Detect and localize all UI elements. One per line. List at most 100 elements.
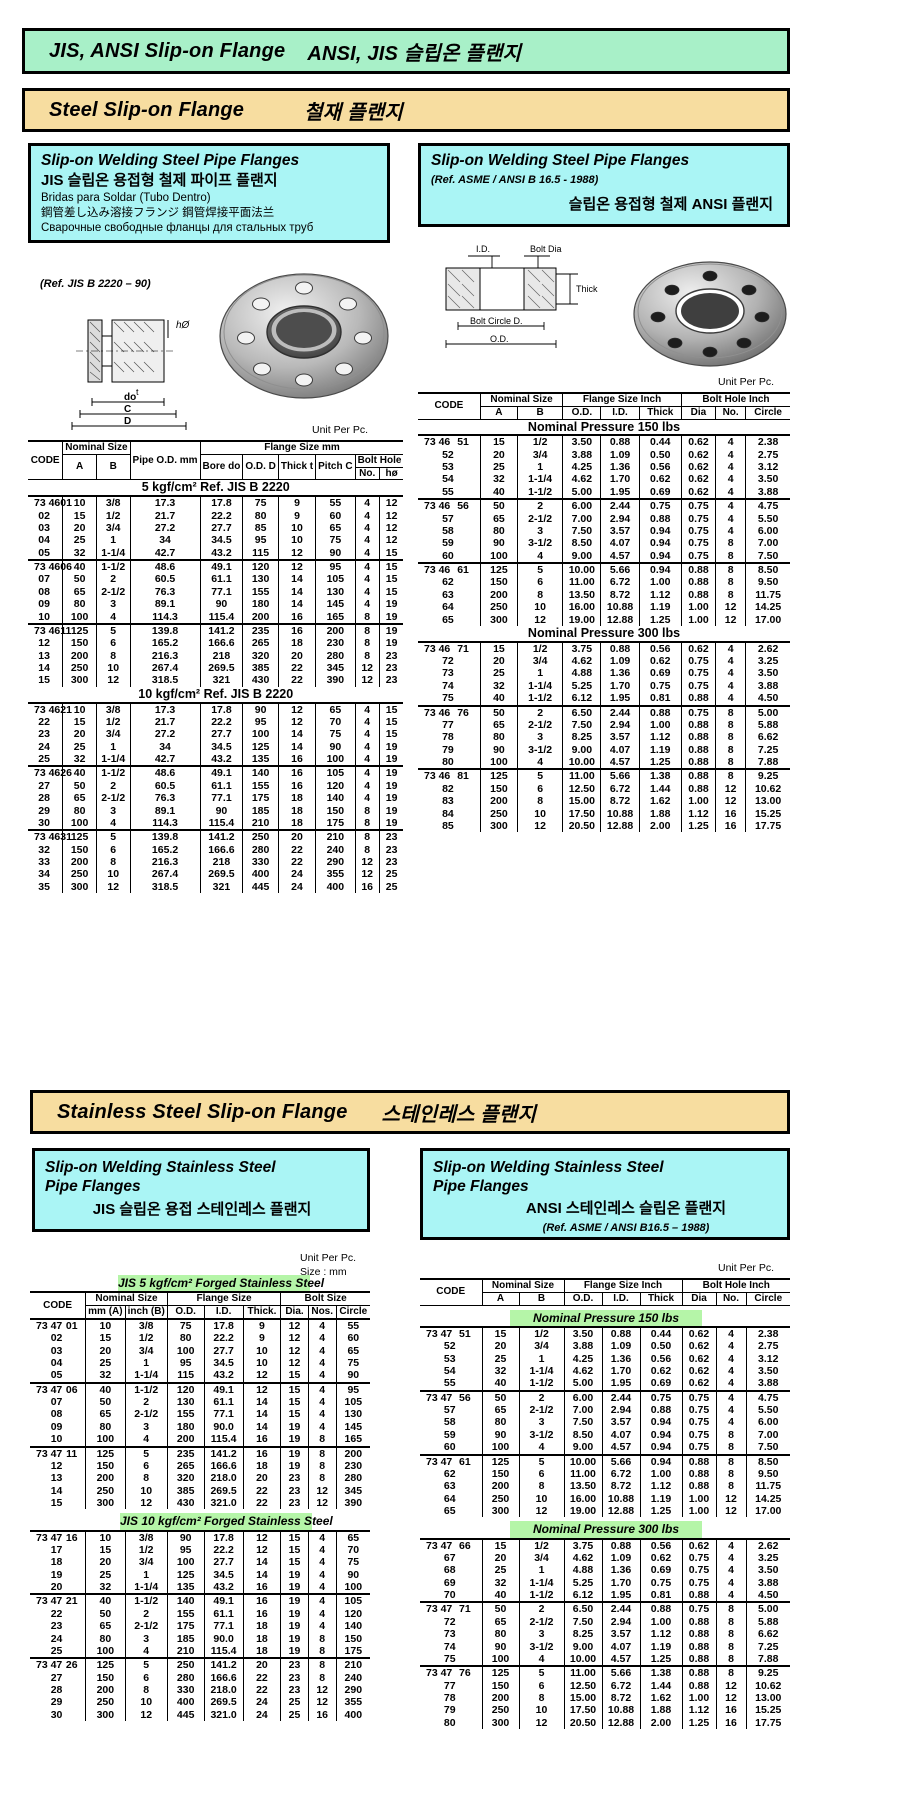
table-cell: 155 [242,585,279,599]
table-cell: 34.5 [203,1568,244,1582]
jis-ss-th-nominal: Nominal Size [85,1291,168,1306]
jis-flange-photo [219,273,389,399]
table-row: 08 65 2-1/2 155 77.1 14 15 4 130 [30,1408,370,1421]
table-cell: 15 [62,715,97,729]
table-cell: 15 [479,434,519,449]
code-cell: 80 [420,1716,483,1730]
table-cell: 3 [95,598,131,611]
table-cell: 7.50 [563,1615,603,1629]
unit-note-jis-steel: Unit Per Pc. [312,424,369,436]
table-cell: 16 [715,1704,747,1717]
code-cell: 52 [420,1340,483,1353]
table-cell: 2.38 [745,1325,790,1341]
code-cell: 04 [30,1356,87,1370]
table-cell: 16.00 [563,1492,603,1505]
table-cell: 1/2 [517,434,564,449]
jis-steel-th-nominal: Nominal Size [62,439,131,455]
section-title: 10 kgf/cm² Ref. JIS B 2220 [138,686,294,701]
code-cell: 58 [420,1416,483,1429]
table-cell: 14 [242,1568,282,1582]
main-banner-en: JIS, ANSI Slip-on Flange [49,39,286,62]
table-cell: 125 [479,562,519,577]
code-cell: 08 [30,1408,87,1421]
table-cell: 2-1/2 [518,1615,565,1629]
steel-banner-ko: 철재 플랜지 [304,101,403,124]
table-cell: 4.62 [562,655,602,668]
table-cell: 2.75 [745,448,790,462]
table-cell: 65 [85,1408,126,1421]
table-cell: 24 [277,868,317,881]
table-cell: 90 [479,743,519,757]
table-cell: 175 [335,1644,370,1659]
table-cell: 9.25 [745,768,790,783]
table-cell: 0.62 [638,655,682,668]
table-cell: 12 [307,1684,337,1697]
table-cell: 12 [354,856,380,869]
table-cell: 19 [280,1593,309,1608]
table-cell: 42.7 [129,753,201,767]
table-cell: 3/8 [95,495,131,510]
section-title-row: Nominal Pressure 150 lbs [420,1305,790,1327]
table-cell: 18 [242,1459,282,1473]
table-cell: 1.00 [639,1615,683,1629]
code-cell: 14 [28,662,64,675]
jis-steel-th-pipe-od: Pipe O.D. mm [129,440,201,481]
code-prefix: 73 47 [426,1603,453,1616]
jis-ss-th-nos: Nos. [307,1304,337,1320]
ansi-ss-tbody: Nominal Pressure 150 lbs 73 47 51 15 1/2 3.50… [420,1305,790,1730]
stainless-banner-en: Stainless Steel Slip-on Flange [57,1100,348,1123]
table-cell: 9.00 [562,743,602,757]
table-cell: 150 [335,1632,370,1645]
jis-steel-th-hd: hø [378,466,404,481]
table-cell: 48.6 [129,558,201,574]
table-cell: 12.50 [562,782,602,796]
code-prefix: 73 46 [424,500,451,513]
table-cell: 6.62 [745,1628,790,1641]
table-cell: 20 [277,829,317,844]
table-cell: 22 [242,1671,282,1685]
table-row: 73 47 11 125 5 235 141.2 16 19 8 200 [30,1445,370,1460]
code-number: 51 [459,1327,471,1340]
ansi-steel-th-b: B [517,405,564,420]
table-row: 73 46 56 50 2 6.00 2.44 0.75 0.75 4 4.75 [418,498,790,513]
table-cell: 290 [335,1684,370,1697]
table-cell: 16 [307,1708,337,1722]
code-number: 72 [443,1615,456,1628]
table-cell: 9 [277,509,317,522]
code-cell: 74 [420,1640,483,1653]
table-cell: 17.8 [203,1529,244,1544]
jis-ss-table: JIS 5 kgf/cm² Forged Stainless Steel COD… [30,1275,370,1722]
table-cell: 90 [481,1428,520,1442]
table-cell: 105 [335,1593,370,1608]
code-cell: 13 [30,1472,87,1485]
table-cell: 11.00 [563,1665,603,1680]
table-cell: 15 [85,1332,126,1345]
table-row: 73 46 51 15 1/2 3.50 0.88 0.44 0.62 4 2.38 [418,434,790,449]
code-number: 57 [443,1404,456,1416]
code-number: 12 [50,1459,63,1472]
table-cell: 100 [62,816,97,831]
code-number: 29 [50,1696,63,1709]
table-cell: 141.2 [199,622,244,638]
code-number: 14 [38,662,50,675]
table-cell: 4 [354,558,380,574]
table-cell: 2 [95,573,131,586]
code-prefix: 73 46 [424,436,451,449]
table-cell: 8 [354,610,380,624]
section-title-row: 5 kgf/cm² Ref. JIS B 2220 [28,480,403,496]
table-cell: 3/4 [517,448,564,462]
table-row: 63 200 8 13.50 8.72 1.12 0.88 8 11.75 [420,1480,790,1493]
table-cell: 3.57 [600,731,640,744]
table-row: 27 50 2 60.5 61.1 155 16 120 4 19 [28,779,404,793]
code-prefix: 73 47 [426,1667,453,1680]
table-cell: 216.3 [129,856,201,869]
table-cell: 7.50 [562,524,602,538]
code-number: 59 [442,537,454,550]
table-cell: 5.00 [745,1601,790,1616]
table-row: 73 47 76 125 5 11.00 5.66 1.38 0.88 8 9.25 [420,1665,790,1680]
table-cell: 65 [481,1404,520,1417]
table-cell: 1-1/2 [518,1589,565,1603]
code-number: 28 [38,792,50,805]
table-cell: 8 [354,622,380,638]
table-cell: 6 [518,1467,565,1481]
